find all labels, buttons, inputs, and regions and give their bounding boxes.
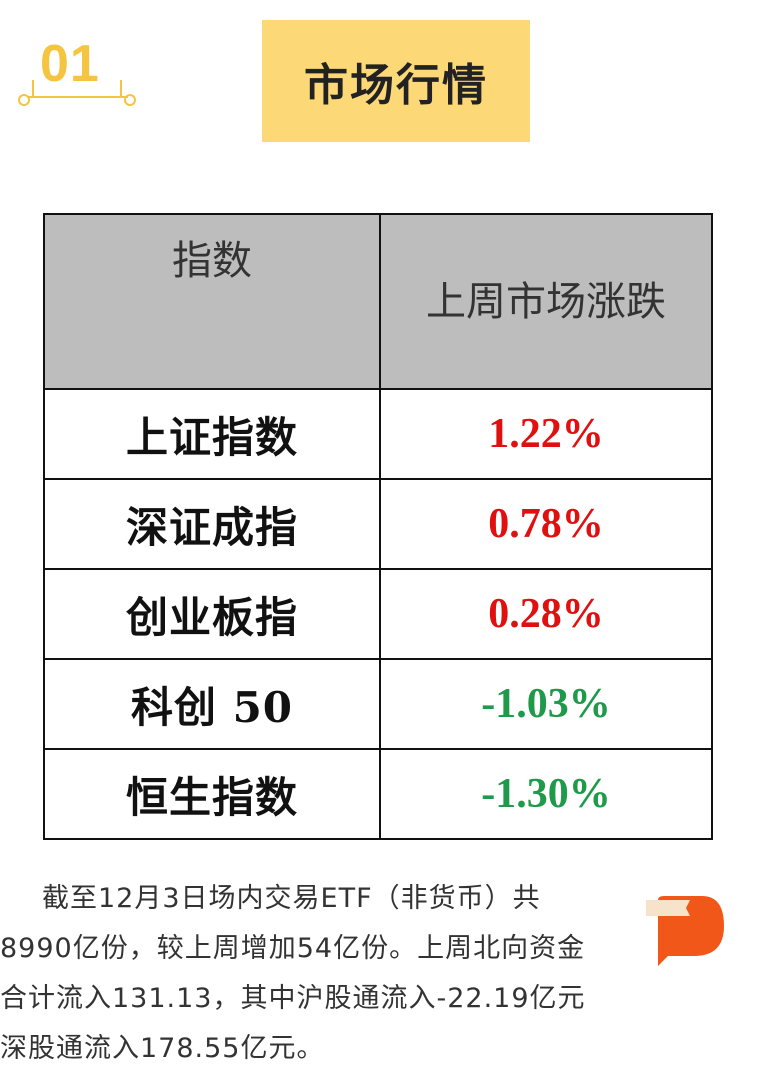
section-title: 市场行情 xyxy=(262,20,530,142)
index-name: 创业板指 xyxy=(43,568,381,660)
index-change: 0.28% xyxy=(379,568,713,660)
table-row: 恒生指数 -1.30% xyxy=(43,748,713,840)
table-row: 上证指数 1.22% xyxy=(43,388,713,480)
section-number: 01 xyxy=(40,35,100,93)
section-number-badge: 01 xyxy=(18,30,136,112)
table-row: 深证成指 0.78% xyxy=(43,478,713,570)
index-change: -1.30% xyxy=(379,748,713,840)
table-row: 科创 50 -1.03% xyxy=(43,658,713,750)
header-change: 上周市场涨跌 xyxy=(379,213,713,390)
table-header-row: 指数 上周市场涨跌 xyxy=(43,213,713,390)
index-change: 0.78% xyxy=(379,478,713,570)
index-name: 恒生指数 xyxy=(43,748,381,840)
index-change: 1.22% xyxy=(379,388,713,480)
index-name: 科创 50 xyxy=(43,658,381,750)
index-change: -1.03% xyxy=(379,658,713,750)
table-row: 创业板指 0.28% xyxy=(43,568,713,660)
header-index: 指数 xyxy=(43,213,381,390)
index-name: 上证指数 xyxy=(43,388,381,480)
badge-underline xyxy=(28,96,128,98)
flag-icon xyxy=(646,896,724,966)
index-name: 深证成指 xyxy=(43,478,381,570)
market-table: 指数 上周市场涨跌 上证指数 1.22% 深证成指 0.78% 创业板指 0.2… xyxy=(43,213,713,840)
summary-paragraph: 截至12月3日场内交易ETF（非货币）共8990亿份，较上周增加54亿份。上周北… xyxy=(0,883,586,1064)
